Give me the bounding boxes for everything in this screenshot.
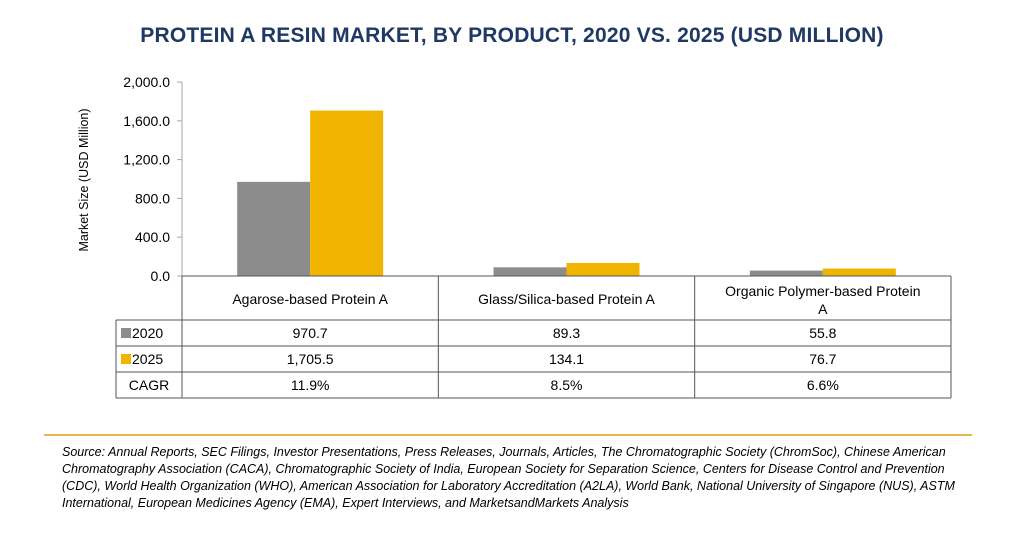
bar-chart: 0.0 400.0 800.0 1,200.0 1,600.0 2,000.0 Marke… <box>77 74 952 399</box>
legend-swatch-2025 <box>121 354 131 364</box>
legend-label-2025: 2025 <box>132 351 163 367</box>
source-note: Source: Annual Reports, SEC Filings, Inv… <box>62 445 955 510</box>
bar-2025-3 <box>822 268 896 276</box>
cagr-value: 8.5% <box>551 377 583 393</box>
category-label: Organic Polymer-based Protein A <box>725 283 920 317</box>
data-label-2020: 970.7 <box>293 325 328 341</box>
category-label: Agarose-based Protein A <box>232 291 388 307</box>
bar-2020-3 <box>749 270 823 276</box>
y-axis-label: Market Size (USD Million) <box>77 108 91 251</box>
y-tick-label: 1,600.0 <box>123 113 170 129</box>
y-tick-label: 1,200.0 <box>123 152 170 168</box>
bar-2025-2 <box>566 262 640 276</box>
chart-title: PROTEIN A RESIN MARKET, BY PRODUCT, 2020… <box>140 24 884 47</box>
y-tick-label: 2,000.0 <box>123 74 170 90</box>
bars <box>237 110 896 276</box>
cagr-row-label: CAGR <box>129 377 169 393</box>
category-label: Glass/Silica-based Protein A <box>478 291 655 307</box>
divider <box>44 434 972 436</box>
data-label-2020: 55.8 <box>809 325 836 341</box>
cagr-value: 6.6% <box>807 377 839 393</box>
y-tick-label: 0.0 <box>151 268 171 284</box>
bar-2020-2 <box>493 267 567 276</box>
legend-label-2020: 2020 <box>132 325 163 341</box>
legend-swatch-2020 <box>121 328 131 338</box>
y-tick-label: 400.0 <box>135 229 170 245</box>
data-table: Agarose-based Protein A Glass/Silica-base… <box>115 275 952 399</box>
data-label-2025: 1,705.5 <box>287 351 334 367</box>
bar-2025-1 <box>310 110 384 276</box>
data-label-2025: 76.7 <box>809 351 836 367</box>
bar-2020-1 <box>237 181 311 276</box>
y-axis: 0.0 400.0 800.0 1,200.0 1,600.0 2,000.0 <box>123 74 183 284</box>
data-label-2025: 134.1 <box>549 351 584 367</box>
data-label-2020: 89.3 <box>553 325 580 341</box>
cagr-value: 11.9% <box>291 377 330 393</box>
y-tick-label: 800.0 <box>135 190 170 206</box>
